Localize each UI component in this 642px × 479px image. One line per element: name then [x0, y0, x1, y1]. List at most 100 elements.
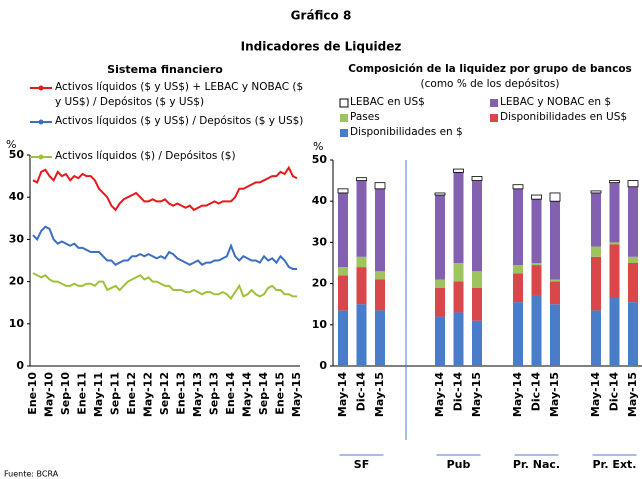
bar-segment [453, 263, 464, 282]
bar-segment [453, 168, 464, 173]
bar-segment [609, 298, 620, 366]
x-tick-label: May-15 [548, 372, 561, 417]
x-tick-label: May-14 [511, 372, 524, 417]
legend-marker [38, 154, 44, 160]
bar-segment [550, 304, 560, 366]
bar-segment [628, 256, 638, 263]
bar-segment [591, 246, 601, 257]
bar-segment [590, 190, 602, 194]
bar-segment [513, 265, 523, 274]
x-tick-label: Ene-12 [125, 372, 138, 415]
bar-segment [375, 310, 385, 366]
bar-segment [338, 275, 348, 311]
source: Fuente: BCRA [4, 470, 59, 479]
x-tick-label: May-10 [43, 372, 56, 417]
x-tick-label: Sep-10 [59, 372, 72, 415]
bar-segment [531, 265, 542, 296]
legend-swatch [490, 114, 498, 122]
y-tick-label: 50 [312, 153, 328, 166]
bar-segment [591, 310, 601, 366]
bar-segment [375, 271, 385, 280]
bar-segment [627, 180, 639, 188]
bar-segment [531, 295, 542, 366]
bar-segment [472, 180, 482, 272]
bar-segment [435, 195, 445, 280]
x-tick-label: Sep-12 [158, 372, 171, 415]
bar-segment [513, 302, 523, 366]
y-tick-label: 50 [9, 148, 25, 161]
legend-swatch [490, 99, 498, 107]
bar-segment [375, 279, 385, 311]
bar-segment [356, 304, 367, 366]
x-tick-label: Ene-15 [274, 372, 287, 415]
y-tick-label: 10 [312, 318, 328, 331]
y-tick-label: 20 [9, 275, 25, 288]
bar-segment [609, 180, 620, 184]
page-title: Gráfico 8 [291, 9, 352, 23]
bar-segment [550, 281, 560, 305]
bar-segment [609, 244, 620, 299]
y-tick-label: 0 [319, 359, 327, 372]
bar-segment [453, 312, 464, 366]
bar-segment [337, 188, 349, 194]
legend-swatch [340, 114, 348, 122]
bar-segment [550, 201, 560, 280]
group-label: Pr. Ext. [593, 458, 637, 471]
bar-segment [513, 188, 523, 266]
line [32, 272, 297, 301]
bar-segment [375, 188, 385, 272]
bar-segment [374, 182, 386, 190]
bar-segment [531, 199, 542, 263]
bar-segment [338, 192, 348, 268]
legend-swatch [340, 129, 348, 137]
bar-segment [472, 287, 482, 321]
y-tick-label: 30 [312, 235, 328, 248]
x-tick-label: May-14 [336, 372, 349, 417]
bar-segment [531, 263, 542, 266]
legend-marker [38, 85, 44, 91]
legend-label: Activos líquidos ($ y US$) / Depósitos (… [55, 115, 304, 127]
y-tick-label: 40 [9, 190, 25, 203]
bar-segment [453, 281, 464, 313]
chart-title: Sistema financiero [107, 63, 223, 76]
y-tick-label: 30 [9, 232, 25, 245]
bar-segment [435, 279, 445, 288]
legend-label: LEBAC y NOBAC en $ [500, 96, 612, 108]
legend-label: Disponibilidades en US$ [500, 111, 628, 123]
x-tick-label: May-14 [433, 372, 446, 417]
bar-segment [338, 310, 348, 366]
bar-segment [356, 256, 367, 268]
bar-segment [453, 172, 464, 263]
bar-segment [628, 186, 638, 257]
x-tick-label: Dic-14 [452, 372, 465, 412]
legend-label: Pases [350, 111, 380, 123]
y-label: % [6, 138, 16, 151]
x-tick-label: Ene-14 [224, 372, 237, 415]
bar-segment [512, 184, 524, 190]
bar-segment [356, 180, 367, 257]
bar-segment [591, 192, 601, 247]
x-tick-label: Sep-14 [257, 372, 270, 415]
y-label: % [313, 140, 323, 153]
x-tick-label: Ene-13 [175, 372, 188, 415]
x-tick-label: May-12 [142, 372, 155, 417]
bar-segment [435, 287, 445, 317]
chart-title: Composición de la liquidez por grupo de … [348, 63, 632, 75]
bar-segment [356, 177, 367, 182]
line [32, 225, 297, 270]
x-tick-label: May-15 [626, 372, 639, 417]
bar-segment [513, 273, 523, 303]
y-tick-label: 0 [16, 359, 24, 372]
x-tick-label: Sep-11 [109, 372, 122, 415]
y-tick-label: 10 [9, 317, 25, 330]
x-tick-label: May-13 [191, 372, 204, 417]
bar-segment [591, 256, 601, 311]
y-tick-label: 40 [312, 194, 328, 207]
x-tick-label: Ene-10 [26, 372, 39, 415]
x-tick-label: Dic-14 [355, 372, 368, 412]
legend-label: Disponibilidades en $ [350, 126, 463, 138]
bar-segment [628, 302, 638, 366]
legend-label: LEBAC en US$ [350, 96, 425, 108]
